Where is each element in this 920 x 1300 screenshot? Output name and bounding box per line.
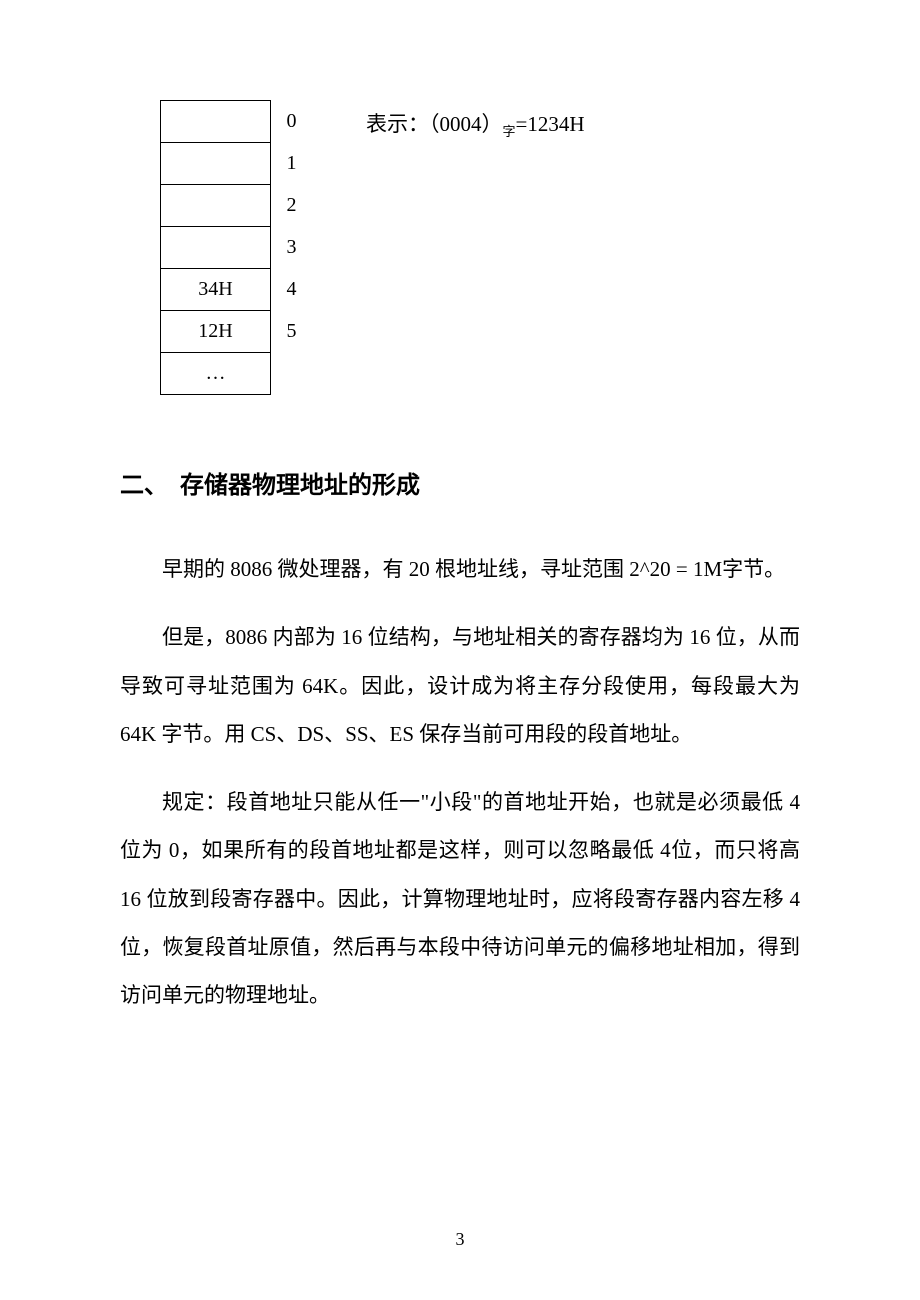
memory-label: 4 [271, 269, 301, 311]
heading-text: 存储器物理地址的形成 [180, 473, 420, 499]
table-row: … [161, 353, 301, 395]
memory-label: 3 [271, 227, 301, 269]
memory-label [271, 353, 301, 395]
memory-table: 0 1 2 3 34H 4 12H 5 … [160, 100, 301, 395]
paragraph-3: 规定：段首地址只能从任一"小段"的首地址开始，也就是必须最低 4 位为 0，如果… [120, 778, 800, 1019]
table-row: 34H 4 [161, 269, 301, 311]
table-row: 0 [161, 101, 301, 143]
memory-label: 2 [271, 185, 301, 227]
memory-diagram-section: 0 1 2 3 34H 4 12H 5 … 表示：（0004）字=1234H [120, 100, 800, 395]
memory-cell [161, 227, 271, 269]
caption-prefix: 表示：（0004） [366, 112, 503, 136]
memory-cell: … [161, 353, 271, 395]
paragraph-1: 早期的 8086 微处理器，有 20 根地址线，寻址范围 2^20 = 1M字节… [120, 545, 800, 593]
page-number: 3 [0, 1229, 920, 1250]
memory-caption: 表示：（0004）字=1234H [366, 100, 585, 140]
paragraph-2: 但是，8086 内部为 16 位结构，与地址相关的寄存器均为 16 位，从而导致… [120, 613, 800, 758]
memory-cell: 12H [161, 311, 271, 353]
memory-label: 5 [271, 311, 301, 353]
memory-cell: 34H [161, 269, 271, 311]
memory-label: 0 [271, 101, 301, 143]
table-row: 1 [161, 143, 301, 185]
memory-label: 1 [271, 143, 301, 185]
memory-cell [161, 185, 271, 227]
caption-subscript: 字 [503, 124, 516, 139]
heading-number: 二、 [120, 465, 180, 500]
section-heading: 二、存储器物理地址的形成 [120, 465, 800, 500]
caption-suffix: =1234H [516, 112, 585, 136]
memory-cell [161, 143, 271, 185]
table-row: 3 [161, 227, 301, 269]
table-row: 12H 5 [161, 311, 301, 353]
memory-cell [161, 101, 271, 143]
table-row: 2 [161, 185, 301, 227]
